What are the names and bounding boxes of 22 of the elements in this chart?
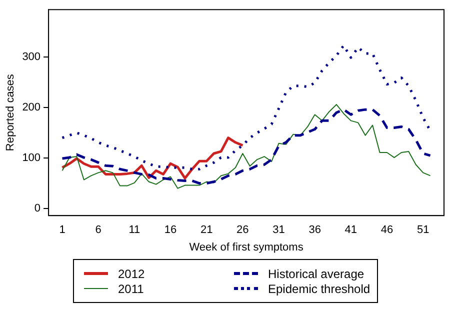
legend-label: Historical average (268, 266, 364, 280)
x-tick-label: 26 (236, 224, 249, 236)
line-series (61, 44, 432, 170)
legend-label: Epidemic threshold (268, 282, 370, 296)
x-tick-label: 31 (272, 224, 285, 236)
x-tick-label: 6 (95, 224, 102, 236)
x-tick-label: 11 (128, 224, 140, 236)
x-tick-label: 46 (380, 224, 394, 236)
x-axis-title: Week of first symptoms (189, 241, 304, 254)
legend-label: 2012 (118, 266, 145, 280)
y-tick-label: 300 (22, 51, 41, 64)
legend-label: 2011 (118, 282, 144, 296)
y-tick-label: 100 (22, 152, 41, 164)
x-tick-label: 21 (200, 224, 213, 236)
x-tick-label: 1 (59, 224, 66, 236)
y-tick-label: 0 (34, 202, 41, 215)
y-tick-label: 200 (22, 102, 41, 114)
x-tick-label: 51 (416, 224, 430, 236)
y-axis-title: Reported cases (4, 74, 17, 152)
x-tick-label: 16 (164, 224, 177, 236)
x-tick-label: 36 (308, 224, 321, 236)
x-tick-label: 41 (344, 224, 358, 236)
